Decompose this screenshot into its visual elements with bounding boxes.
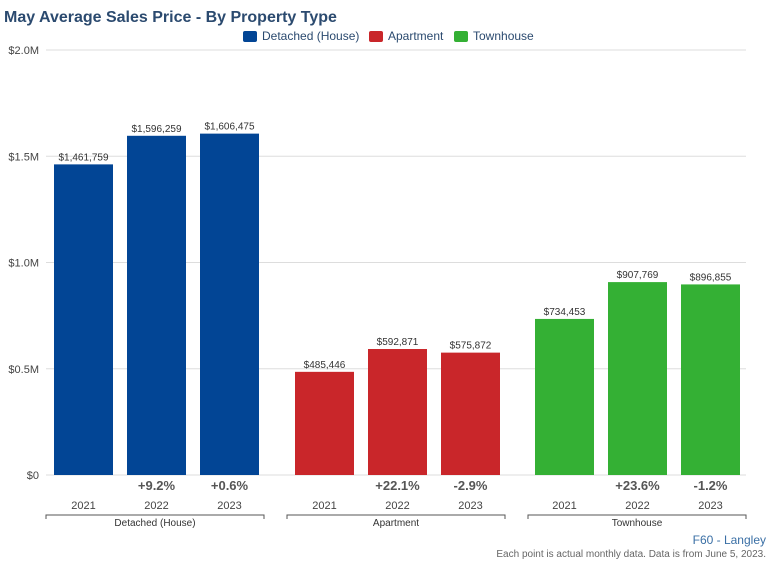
legend-item-apartment[interactable]: Apartment (369, 29, 443, 43)
data-label: $907,769 (617, 270, 659, 281)
change-label: +22.1% (375, 478, 420, 493)
data-label: $575,872 (450, 341, 492, 352)
bar-1-1 (54, 164, 113, 475)
data-label: $734,453 (544, 307, 586, 318)
bar-3-2 (608, 282, 667, 475)
change-label: -1.2% (694, 478, 728, 493)
group-bracket-3 (527, 514, 747, 519)
group-label: Apartment (373, 518, 419, 529)
legend-swatch-townhouse (454, 30, 468, 42)
bar-1-3 (200, 133, 259, 475)
legend: Detached (House) Apartment Townhouse (0, 29, 776, 45)
group-bracket-1 (45, 514, 265, 519)
change-label: +0.6% (211, 478, 249, 493)
x-tick-label: 2021 (71, 500, 95, 512)
data-label: $1,596,259 (131, 124, 181, 135)
x-tick-label: 2022 (385, 500, 409, 512)
y-tick-label: $2.0M (8, 45, 39, 57)
y-tick-label: $1.0M (8, 258, 39, 270)
bar-2-3 (441, 352, 500, 475)
change-label: -2.9% (454, 478, 488, 493)
x-tick-label: 2023 (458, 500, 482, 512)
change-label: +9.2% (138, 478, 176, 493)
source-label: F60 - Langley (692, 533, 766, 547)
data-label: $896,855 (690, 272, 732, 283)
legend-swatch-apartment (369, 30, 383, 42)
change-label: +23.6% (615, 478, 660, 493)
bar-2-1 (295, 371, 354, 475)
y-tick-label: $0 (27, 470, 39, 482)
legend-label-apartment: Apartment (388, 29, 444, 43)
group-label: Detached (House) (114, 518, 195, 529)
group-label: Townhouse (612, 518, 663, 529)
bar-2-2 (368, 349, 427, 475)
x-tick-label: 2022 (144, 500, 168, 512)
legend-label-townhouse: Townhouse (473, 29, 534, 43)
y-tick-label: $0.5M (8, 364, 39, 376)
y-tick-label: $1.5M (8, 151, 39, 163)
x-tick-label: 2022 (625, 500, 649, 512)
data-label: $592,871 (377, 337, 419, 348)
legend-item-townhouse[interactable]: Townhouse (454, 29, 534, 43)
data-label: $1,461,759 (58, 152, 108, 163)
bar-3-3 (681, 284, 740, 475)
chart-title: May Average Sales Price - By Property Ty… (4, 9, 337, 26)
footnote: Each point is actual monthly data. Data … (496, 549, 766, 560)
legend-label-detached: Detached (House) (262, 29, 360, 43)
bar-1-2 (127, 135, 186, 475)
x-tick-label: 2023 (698, 500, 722, 512)
x-tick-label: 2023 (217, 500, 241, 512)
legend-item-detached[interactable]: Detached (House) (243, 29, 359, 43)
legend-swatch-detached (243, 30, 257, 42)
x-tick-label: 2021 (312, 500, 336, 512)
x-tick-label: 2021 (552, 500, 576, 512)
group-bracket-2 (286, 514, 506, 519)
data-label: $485,446 (304, 360, 346, 371)
bar-3-1 (535, 318, 594, 475)
data-label: $1,606,475 (204, 122, 254, 133)
